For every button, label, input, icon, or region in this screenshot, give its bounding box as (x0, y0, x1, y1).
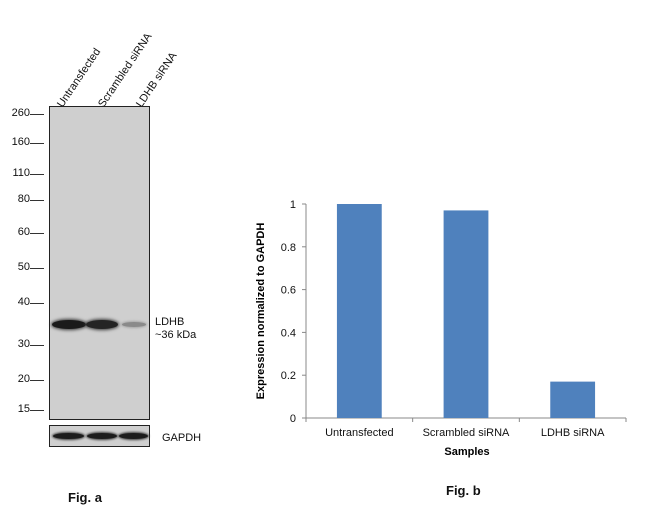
mw-label-60: 60 (17, 226, 30, 238)
x-tick-label: Scrambled siRNA (423, 427, 510, 439)
mw-label-260: 260 (11, 107, 30, 119)
y-tick-label: 0.2 (281, 370, 296, 382)
mw-tick (30, 380, 44, 381)
ldhb-label-name: LDHB (155, 316, 185, 328)
y-axis-title: Expression normalized to GAPDH (255, 223, 267, 400)
x-tick-label: LDHB siRNA (541, 427, 605, 439)
mw-label-110: 110 (12, 167, 30, 179)
y-tick-label: 0.8 (281, 242, 296, 254)
ldhb-band-lane-1 (52, 320, 86, 329)
mw-tick (30, 268, 44, 269)
gapdh-blot (49, 425, 150, 447)
ldhb-band-lane-2 (86, 320, 118, 329)
blot-membrane (49, 106, 150, 420)
gapdh-label: GAPDH (162, 432, 202, 444)
x-axis-title: Samples (444, 446, 489, 458)
bar (550, 381, 596, 418)
fig-a-caption: Fig. a (68, 490, 102, 505)
ldhb-label-size: ~36 kDa (155, 329, 197, 341)
mw-tick (30, 114, 44, 115)
y-tick-label: 1 (290, 199, 296, 211)
bar (443, 210, 489, 418)
y-tick-label: 0.6 (281, 285, 296, 297)
mw-label-160: 160 (11, 136, 30, 148)
plot-area: 0 0.2 0.4 0.6 0.8 1 Untransfected Scrambled siR… (281, 199, 627, 439)
y-tick-label: 0.4 (281, 327, 296, 339)
gapdh-band-lane-3 (119, 433, 148, 439)
mw-label-40: 40 (17, 296, 30, 308)
mw-tick (30, 233, 44, 234)
ldhb-band-lane-3 (122, 322, 146, 327)
mw-tick (30, 410, 44, 411)
gapdh-band-lane-2 (87, 433, 117, 439)
x-tick-label: Untransfected (325, 427, 393, 439)
mw-label-80: 80 (17, 193, 30, 205)
fig-b-caption: Fig. b (446, 483, 481, 498)
mw-label-20: 20 (17, 373, 30, 385)
ldhb-band-label: LDHB ~36 kDa (155, 316, 196, 342)
y-tick-label: 0 (290, 413, 296, 425)
mw-tick (30, 200, 44, 201)
mw-label-50: 50 (17, 261, 30, 273)
mw-tick (30, 303, 44, 304)
gapdh-band-lane-1 (53, 433, 84, 439)
mw-tick (30, 143, 44, 144)
mw-tick (30, 174, 44, 175)
mw-label-30: 30 (17, 338, 30, 350)
bar (336, 204, 382, 418)
mw-label-15: 15 (17, 403, 30, 415)
mw-tick (30, 345, 44, 346)
